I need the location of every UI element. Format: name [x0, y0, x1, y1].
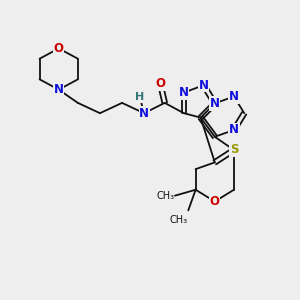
Text: CH₃: CH₃	[156, 190, 174, 201]
Text: N: N	[54, 83, 64, 96]
Text: N: N	[179, 86, 189, 99]
Text: N: N	[229, 124, 239, 136]
Text: N: N	[139, 107, 149, 120]
Text: CH₃: CH₃	[169, 215, 188, 225]
Text: N: N	[199, 79, 208, 92]
Text: O: O	[210, 195, 220, 208]
Text: N: N	[210, 97, 220, 110]
Text: H: H	[135, 92, 144, 102]
Text: O: O	[54, 42, 64, 55]
Text: S: S	[230, 143, 238, 157]
Text: N: N	[229, 90, 239, 103]
Text: O: O	[155, 77, 165, 90]
